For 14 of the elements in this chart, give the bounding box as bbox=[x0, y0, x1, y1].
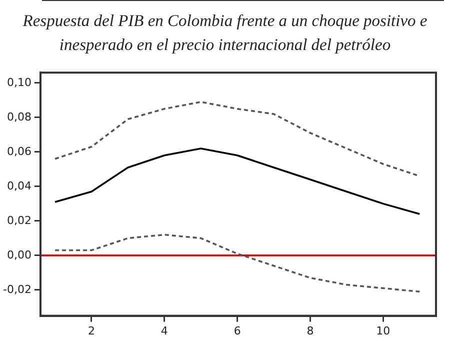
y-tick-label: 0,10 bbox=[6, 76, 32, 89]
y-tick-label: -0,02 bbox=[2, 282, 32, 296]
x-tick-label: 4 bbox=[160, 324, 168, 338]
line-series bbox=[54, 234, 420, 293]
x-tick-label: 8 bbox=[306, 324, 314, 338]
y-tick-label: 0,02 bbox=[6, 214, 32, 227]
x-tick-label: 10 bbox=[376, 324, 390, 338]
y-tick-label: 0,06 bbox=[6, 144, 32, 158]
x-tick-label: 6 bbox=[234, 324, 241, 338]
y-tick-label: 0,08 bbox=[6, 110, 32, 124]
chart-title: Respuesta del PIB en Colombia frente a un choque positivo e inesperado en el precio internacional del petróleo bbox=[22, 10, 428, 56]
y-tick-label: 0,00 bbox=[6, 248, 32, 262]
x-tick-label: 2 bbox=[88, 324, 95, 338]
y-tick-label: 0,04 bbox=[6, 179, 32, 192]
